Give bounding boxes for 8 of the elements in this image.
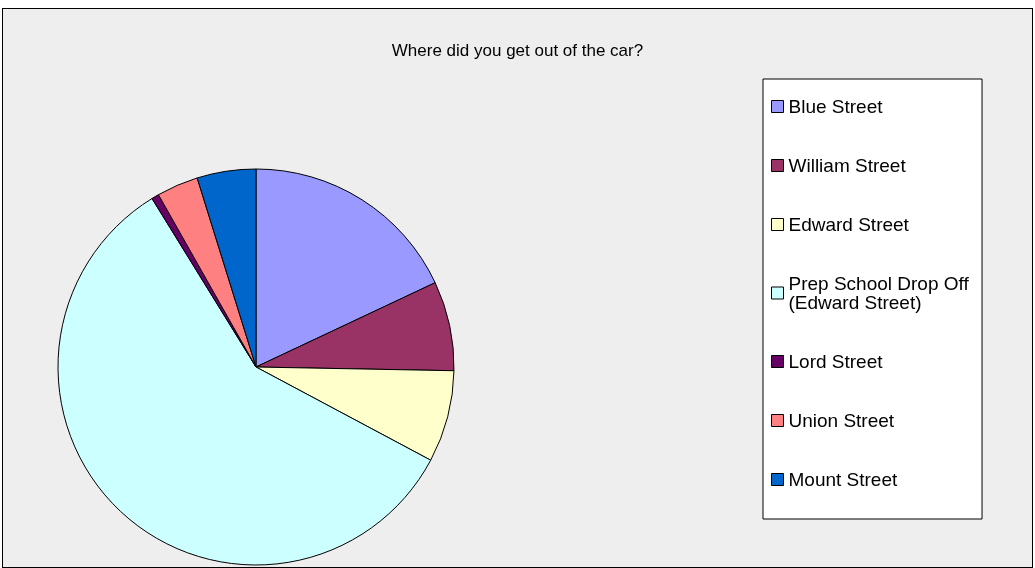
legend-label: Edward Street	[788, 214, 910, 235]
legend-label: Lord Street	[788, 351, 884, 372]
legend-label: William Street	[788, 155, 907, 176]
legend-label: Union Street	[788, 410, 895, 431]
legend-label: Mount Street	[788, 469, 898, 490]
legend-label: Prep School Drop Off (Edward Street)	[788, 273, 975, 313]
legend-label: Blue Street	[788, 96, 884, 117]
chart-title: Where did you get out of the car?	[391, 41, 644, 60]
